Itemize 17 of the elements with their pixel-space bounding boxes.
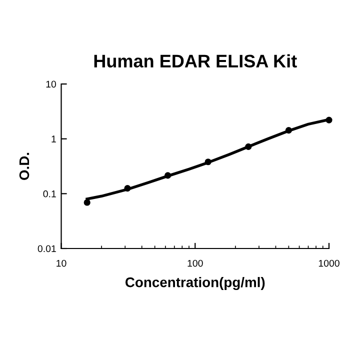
x-tick-label: 1000	[318, 260, 340, 267]
point	[245, 143, 252, 150]
y-tick-label: 0.1	[43, 190, 56, 198]
y-tick-label: 1	[52, 136, 56, 142]
y-axis-title: O.D.	[19, 152, 30, 180]
point	[84, 199, 90, 206]
point	[285, 127, 292, 134]
point	[164, 172, 172, 179]
y-tick-label: 10	[46, 80, 56, 88]
x-tick-label: 10	[56, 260, 66, 267]
x-axis-title: Concentration(pg/ml)	[125, 277, 265, 290]
point	[204, 158, 212, 166]
y-tick-label: 0.01	[38, 245, 56, 252]
point	[326, 116, 332, 124]
x-tick-label: 100	[188, 260, 203, 267]
point	[124, 185, 131, 192]
chart-title: Human EDAR ELISA Kit	[94, 54, 297, 68]
